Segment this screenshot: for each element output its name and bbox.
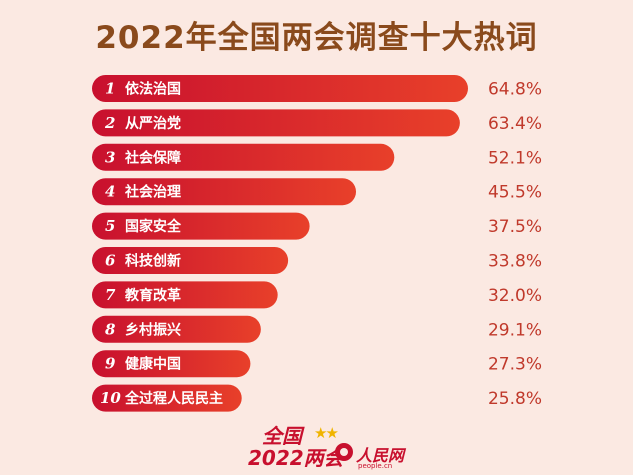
value-label: 32.0% xyxy=(488,286,542,306)
bar-2 xyxy=(92,109,460,137)
value-label: 29.1% xyxy=(488,320,542,340)
rank-label: 3 xyxy=(105,148,115,166)
bar-6 xyxy=(92,247,289,274)
footer-brand: 人民网 xyxy=(356,446,405,465)
value-label: 45.5% xyxy=(488,183,542,203)
value-label: 64.8% xyxy=(488,80,542,100)
bar-4 xyxy=(92,178,357,206)
footer-logo-area: 全国 ★★ 2022两会 人民网 people.cn xyxy=(0,418,633,475)
bar-3 xyxy=(92,143,395,171)
rank-label: 10 xyxy=(100,389,121,407)
value-label: 27.3% xyxy=(488,355,542,375)
star-icon: ★★ xyxy=(314,424,339,442)
category-label: 国家安全 xyxy=(125,218,182,235)
bar-9 xyxy=(92,350,251,378)
category-label: 全过程人民民主 xyxy=(124,390,223,407)
rank-label: 4 xyxy=(105,183,115,201)
rank-label: 6 xyxy=(105,252,116,270)
rank-label: 2 xyxy=(104,114,115,132)
value-label: 52.1% xyxy=(488,148,542,168)
bar-1 xyxy=(92,75,468,102)
rank-label: 9 xyxy=(105,355,116,373)
rank-label: 1 xyxy=(105,80,115,98)
footer-domain: people.cn xyxy=(358,462,393,470)
category-label: 社会保障 xyxy=(124,149,181,166)
footer-event-name: 全国 xyxy=(262,424,302,448)
rank-label: 8 xyxy=(105,320,116,338)
category-label: 乡村振兴 xyxy=(125,321,181,338)
category-label: 科技创新 xyxy=(125,253,181,270)
rank-label: 5 xyxy=(105,217,115,235)
bar-5 xyxy=(92,212,310,240)
footer-year: 2022两会 xyxy=(248,446,344,470)
category-label: 健康中国 xyxy=(125,356,181,373)
people-daily-logo-icon xyxy=(335,443,353,461)
category-label: 依法治国 xyxy=(125,81,181,98)
bar-7 xyxy=(92,281,278,309)
bar-10 xyxy=(92,384,242,412)
category-label: 教育改革 xyxy=(125,287,181,304)
value-label: 37.5% xyxy=(488,217,542,237)
value-label: 25.8% xyxy=(488,389,542,409)
chart-title: 2022年全国两会调查十大热词 xyxy=(95,20,538,56)
bar-8 xyxy=(92,315,261,343)
bar-chart: 1 依法治国 64.8% 2 从严治党 63.4% 3 社会保障 52.1% 4 社会治理 45.5%… xyxy=(92,75,542,412)
value-label: 63.4% xyxy=(488,114,542,134)
value-label: 33.8% xyxy=(488,252,542,272)
category-label: 从严治党 xyxy=(125,115,181,132)
rank-label: 7 xyxy=(105,286,116,304)
category-label: 社会治理 xyxy=(124,184,181,201)
